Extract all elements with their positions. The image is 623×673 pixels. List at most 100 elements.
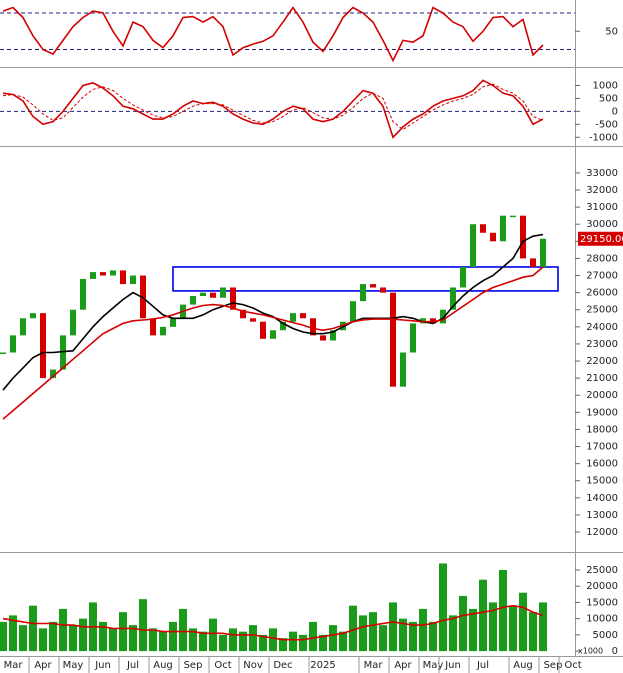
volume-bar <box>329 625 337 652</box>
volume-bar <box>109 628 117 652</box>
candle <box>360 284 366 302</box>
volume-bar <box>29 605 37 652</box>
x-tick-label: Mar <box>4 660 24 671</box>
volume-bar <box>189 628 197 652</box>
x-tick-label: Dec <box>273 660 292 671</box>
volume-bar <box>0 621 7 652</box>
candle <box>0 352 6 354</box>
x-tick-label: Apr <box>394 660 412 671</box>
volume-bar <box>299 634 307 652</box>
volume-bar <box>319 634 327 652</box>
x-tick-label: Oct <box>214 660 231 671</box>
volume-bar <box>159 631 167 652</box>
candle <box>500 215 506 242</box>
volume-bar <box>339 631 347 652</box>
volume-bar <box>249 625 257 652</box>
candle <box>400 352 406 387</box>
series-line <box>2 266 544 420</box>
volume-bar <box>429 621 437 652</box>
volume-bar <box>389 602 397 652</box>
series-line <box>2 79 544 139</box>
candle <box>220 287 226 298</box>
x-tick-label: 2025 <box>310 660 335 671</box>
x-tick-label: May <box>63 660 84 671</box>
volume-bar <box>259 634 267 652</box>
volume-bar <box>119 612 127 652</box>
series-line <box>2 604 544 641</box>
candle <box>170 318 176 327</box>
y-tick-label: 28000 <box>586 253 618 264</box>
candle <box>190 296 196 305</box>
candle <box>50 369 56 379</box>
x-tick-label: Nov <box>243 660 263 671</box>
y-tick-label: 10000 <box>586 614 618 625</box>
y-tick-label: 18000 <box>586 424 618 435</box>
volume-bar <box>19 625 27 652</box>
y-tick-label: 500 <box>599 93 618 104</box>
volume-bar <box>269 628 277 652</box>
volume-bar <box>349 605 357 652</box>
candle <box>290 313 296 322</box>
volume-bar <box>399 618 407 652</box>
volume-bar <box>459 595 467 652</box>
volume-bar <box>169 621 177 652</box>
candle <box>310 318 316 336</box>
y-tick-label: 30000 <box>586 219 618 230</box>
y-tick-label: 15000 <box>586 597 618 608</box>
y-tick-label: 0 <box>612 646 618 657</box>
candle <box>420 318 426 324</box>
candle <box>120 270 126 285</box>
y-tick-label: 14000 <box>586 493 618 504</box>
x-tick-label: Aug <box>513 660 533 671</box>
candle <box>160 326 166 336</box>
y-tick-label: 12000 <box>586 527 618 538</box>
x-tick-label: May <box>423 660 444 671</box>
volume-bar <box>79 618 87 652</box>
y-tick-label: 1000 <box>593 80 618 91</box>
y-tick-label: 33000 <box>586 168 618 179</box>
volume-bar <box>309 621 317 652</box>
candle <box>40 313 46 379</box>
candle <box>210 292 216 298</box>
x-tick-label: Jul <box>126 660 139 671</box>
volume-bar <box>439 563 447 652</box>
candle <box>130 275 136 285</box>
volume-bar <box>229 628 237 652</box>
volume-bar <box>469 608 477 652</box>
candle <box>540 238 546 267</box>
candle <box>240 309 246 319</box>
candle <box>100 272 106 276</box>
candle <box>370 284 376 288</box>
candle <box>510 215 516 218</box>
volume-bar <box>479 579 487 652</box>
volume-bar <box>59 608 67 652</box>
x-tick-label: Sep <box>184 660 203 671</box>
y-tick-label: 17000 <box>586 442 618 453</box>
candle <box>20 318 26 336</box>
volume-bar <box>539 602 547 652</box>
y-tick-label: 31000 <box>586 202 618 213</box>
volume-bar <box>369 612 377 652</box>
volume-bar <box>379 625 387 652</box>
y-tick-label: -500 <box>595 119 618 130</box>
x-tick-label: Apr <box>34 660 52 671</box>
candle <box>70 309 76 336</box>
volume-bar <box>509 605 517 652</box>
y-tick-label: 20000 <box>586 581 618 592</box>
x-tick-label: Aug <box>153 660 173 671</box>
candle <box>520 215 526 259</box>
y-tick-label: 16000 <box>586 459 618 470</box>
volume-bar <box>409 621 417 652</box>
volume-bar <box>359 615 367 652</box>
volume-bar <box>279 638 287 652</box>
volume-bar <box>139 599 147 652</box>
x-tick-label: Jul <box>476 660 489 671</box>
y-tick-label: 5000 <box>593 630 618 641</box>
volume-bar <box>419 608 427 652</box>
volume-bar <box>129 625 137 652</box>
candle <box>110 270 116 276</box>
unit-label: x1000 <box>578 647 603 656</box>
candle <box>230 287 236 310</box>
volume-bar <box>529 612 537 652</box>
volume-bar <box>9 615 17 652</box>
